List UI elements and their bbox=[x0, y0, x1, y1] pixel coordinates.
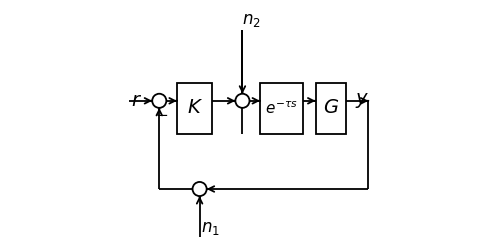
Text: $r$: $r$ bbox=[131, 92, 142, 110]
Circle shape bbox=[236, 94, 250, 108]
FancyBboxPatch shape bbox=[316, 83, 346, 134]
Text: $n_1$: $n_1$ bbox=[201, 219, 220, 237]
Text: $y$: $y$ bbox=[355, 91, 370, 110]
Text: $e^{-\tau s}$: $e^{-\tau s}$ bbox=[265, 100, 298, 117]
Text: $G$: $G$ bbox=[322, 99, 338, 117]
Text: $-$: $-$ bbox=[154, 107, 168, 121]
Text: $K$: $K$ bbox=[186, 99, 202, 117]
Text: $n_2$: $n_2$ bbox=[242, 12, 261, 29]
Circle shape bbox=[192, 182, 206, 196]
Circle shape bbox=[152, 94, 166, 108]
FancyBboxPatch shape bbox=[260, 83, 303, 134]
FancyBboxPatch shape bbox=[177, 83, 212, 134]
